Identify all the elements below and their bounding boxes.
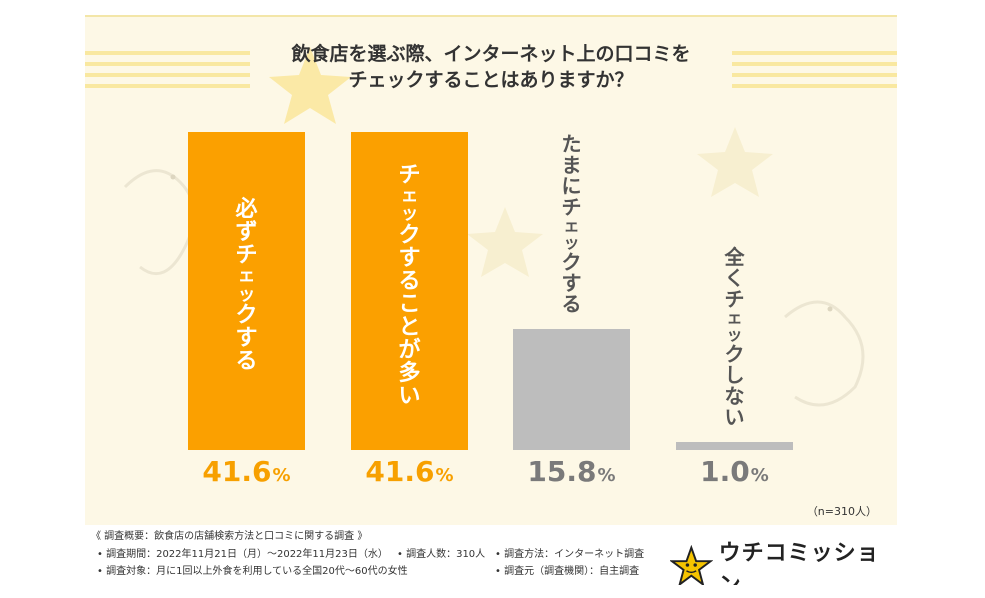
value-number: 15.8: [527, 455, 597, 488]
survey-summary: 《 調査概要：飲食店の店舗検索方法と口コミに関する調査 》: [91, 531, 368, 542]
value-number: 41.6: [365, 455, 435, 488]
bar-category-label: チェックすることが多い: [398, 162, 421, 409]
value-label: 41.6%: [188, 455, 305, 488]
star-decoration-icon: [467, 207, 543, 277]
chart-card: 飲食店を選ぶ際、インターネット上の口コミを チェックすることはありますか？ 必ず…: [85, 15, 897, 585]
value-unit: %: [750, 465, 769, 486]
star-mascot-icon: [670, 545, 713, 585]
value-label: 1.0%: [676, 455, 793, 488]
survey-method: • 調査方法：インターネット調査: [495, 549, 645, 560]
bar-1: 必ずチェックする: [188, 132, 305, 450]
bar-2: チェックすることが多い: [351, 132, 468, 450]
logo-text: ウチコミッション: [718, 541, 880, 585]
chart-title: 飲食店を選ぶ際、インターネット上の口コミを チェックすることはありますか？: [85, 41, 897, 93]
survey-footer: 《 調査概要：飲食店の店舗検索方法と口コミに関する調査 》 • 調査期間：202…: [85, 525, 897, 585]
survey-period: • 調査期間：2022年11月21日（月）〜2022年11月23日（水）: [97, 549, 388, 560]
sample-size: （n=310人）: [806, 505, 877, 518]
chart-title-line-2: チェックすることはありますか？: [348, 69, 634, 91]
bird-eye-icon: [170, 174, 176, 180]
value-number: 1.0: [700, 455, 750, 488]
title-stripes-left: [85, 51, 250, 88]
bar-4: [676, 442, 793, 450]
star-decoration-icon: [697, 127, 773, 197]
bird-eye-icon: [827, 306, 833, 312]
bar-category-label: 全くチェックしない: [724, 245, 745, 430]
logo: ウチコミッション: [670, 535, 897, 585]
value-number: 41.6: [202, 455, 272, 488]
survey-target: • 調査対象：月に1回以上外食を利用している全国20代〜60代の女性: [97, 566, 408, 577]
value-unit: %: [435, 465, 454, 486]
value-label: 41.6%: [351, 455, 468, 488]
bar-category-label: たまにチェックする: [561, 132, 582, 317]
survey-count: • 調査人数：310人: [397, 549, 486, 560]
title-stripes-right: [732, 51, 897, 88]
value-label: 15.8%: [513, 455, 630, 488]
star-decoration-icon: [269, 47, 351, 124]
background-decoration: [123, 47, 865, 407]
value-unit: %: [272, 465, 291, 486]
bar-3: [513, 329, 630, 450]
value-unit: %: [597, 465, 616, 486]
survey-source: • 調査元（調査機関）：自主調査: [495, 566, 640, 577]
chart-title-line-1: 飲食店を選ぶ際、インターネット上の口コミを: [291, 43, 691, 65]
bar-category-label: 必ずチェックする: [235, 197, 258, 375]
